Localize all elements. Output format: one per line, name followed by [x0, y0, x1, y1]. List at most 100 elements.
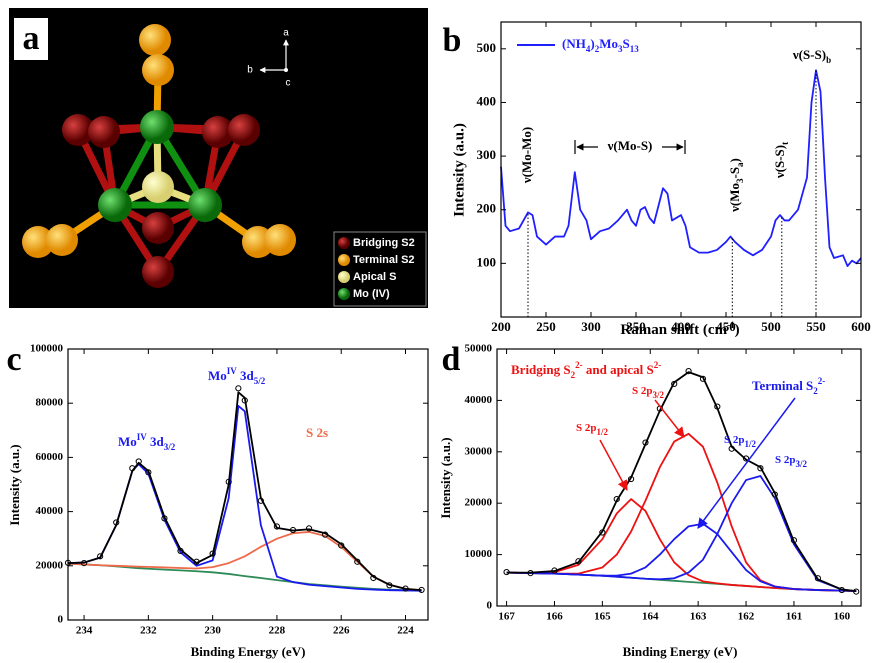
y-axis-label: Intensity (a.u.) [7, 444, 22, 525]
data-point [386, 582, 393, 589]
text-part: IV [227, 366, 238, 376]
y-tick-label: 300 [477, 147, 497, 162]
text-part: Terminal S [752, 378, 813, 393]
x-tick-label: 250 [536, 319, 556, 334]
data-point [80, 559, 88, 567]
text-part: and apical S [583, 362, 654, 377]
data-point [685, 368, 692, 375]
panel-label: d [442, 341, 461, 378]
text-part: 2 [595, 44, 600, 54]
x-tick-label: 163 [690, 611, 707, 623]
annotation: ν(S-S)b [792, 47, 831, 65]
data-point [628, 475, 635, 483]
atom [142, 256, 174, 288]
annotation: S 2p3/2 [632, 385, 665, 401]
y-tick-label: 80000 [36, 397, 64, 409]
data-point [599, 529, 606, 536]
series-line [506, 475, 857, 592]
data-point [193, 558, 200, 565]
legend-swatch [338, 237, 350, 249]
atom [142, 54, 174, 86]
text-part: t [780, 142, 790, 145]
legend-label: Terminal S2 [353, 254, 415, 266]
data-point [338, 542, 345, 549]
atom [22, 226, 54, 258]
x-tick-label: 350 [626, 319, 646, 334]
annotation: S 2s [306, 425, 328, 440]
legend-label: Mo (IV) [353, 288, 390, 300]
annotation: S 2p1/2 [724, 434, 757, 450]
y-tick-label: 0 [487, 600, 493, 612]
plot-frame [67, 348, 429, 621]
y-tick-label: 200 [477, 201, 497, 216]
annotation-arrow [599, 439, 628, 491]
text-part: 3/2 [164, 442, 176, 452]
data-point [235, 385, 242, 392]
data-point [575, 558, 582, 565]
text-part: 3/2 [653, 390, 665, 400]
text-part: S 2p [724, 434, 745, 446]
text-part: ) [590, 36, 594, 51]
text-part: ) [727, 158, 742, 162]
atom [202, 116, 234, 148]
panel-label: b [443, 22, 462, 59]
data-point [771, 491, 778, 498]
series-line [67, 531, 422, 592]
text-part: ν(S-S) [792, 47, 826, 62]
series-line [506, 498, 857, 592]
axis-label: a [283, 28, 289, 39]
molecule [22, 24, 296, 288]
x-tick-label: 450 [716, 319, 736, 334]
legend-swatch [338, 288, 350, 300]
atom [142, 212, 174, 244]
text-part: a [735, 162, 745, 167]
legend-swatch [338, 254, 350, 266]
x-tick-label: 232 [140, 625, 157, 637]
data-point [699, 375, 707, 382]
x-tick-label: 400 [671, 319, 691, 334]
data-point [714, 403, 721, 410]
panel-label: c [6, 341, 21, 378]
x-tick-label: 167 [498, 611, 515, 623]
data-point [742, 455, 750, 462]
text-part: 3 [618, 44, 623, 54]
text-part: 3/2 [796, 459, 808, 469]
text-part: S 2p [775, 454, 796, 466]
text-part: 13 [630, 44, 640, 54]
plots: 200 250 300 350 400 450 500 550 6001002003004005… [30, 21, 871, 637]
annotation: MoIV 3d3/2 [118, 432, 176, 452]
legend-label: (NH4)2Mo3S13 [562, 36, 639, 54]
data-point [209, 550, 216, 557]
x-tick-label: 162 [738, 611, 755, 623]
text-part: Raman shift (cm [620, 322, 727, 338]
text-part: Mo [118, 434, 137, 449]
series-line [506, 432, 857, 592]
x-tick-label: 166 [546, 611, 563, 623]
y-tick-label: 20000 [36, 559, 64, 571]
annotation-arrow [697, 397, 796, 529]
y-axis-label: Intensity (a.u.) [451, 123, 467, 217]
text-part: 2- [818, 376, 826, 386]
atom [228, 114, 260, 146]
data-point [135, 458, 142, 465]
x-tick-label: 228 [269, 625, 286, 637]
text-part: b [826, 55, 831, 65]
y-tick-label: 100 [477, 254, 497, 269]
x-tick-label: 224 [397, 625, 414, 637]
text-part: Mo [599, 36, 618, 51]
data-point [225, 478, 232, 485]
y-tick-label: 40000 [36, 505, 64, 517]
axis-label: c [286, 78, 291, 89]
panel-label: a [23, 20, 40, 57]
atom [139, 24, 171, 56]
legend-label: Apical S [353, 271, 396, 283]
text-part: 3 [735, 178, 745, 183]
text-part: 3d [237, 368, 255, 383]
data-point [241, 397, 248, 404]
annotation: S 2p1/2 [576, 422, 609, 438]
text-part: 2 [813, 386, 818, 396]
x-tick-label: 600 [851, 319, 871, 334]
data-point [145, 469, 152, 476]
y-axis-label: Intensity (a.u.) [438, 437, 453, 518]
data-point [853, 588, 860, 595]
